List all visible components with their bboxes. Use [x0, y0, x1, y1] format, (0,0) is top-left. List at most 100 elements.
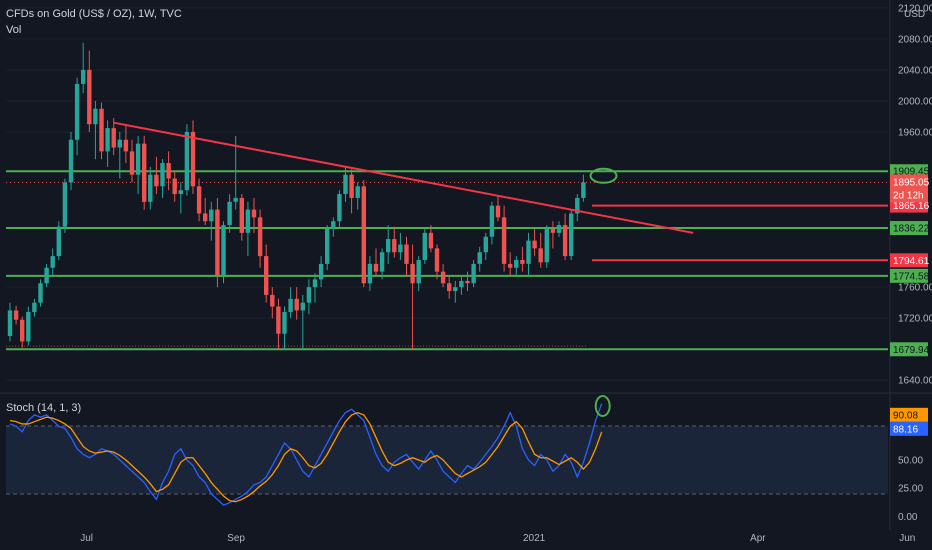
- candle-body: [178, 190, 183, 195]
- price-tick-label: 2080.00: [898, 34, 932, 45]
- time-tick-label: Jun: [899, 533, 915, 544]
- candle-body: [325, 228, 330, 264]
- support-level-label: 1836.22: [893, 224, 930, 235]
- candle-body: [105, 128, 110, 152]
- price-axis: 2120.00 2080.00 2040.00 2000.00 1960.00 1760.…: [890, 3, 932, 523]
- stoch-d-value: 90.08: [893, 410, 918, 421]
- candle-body: [471, 263, 476, 284]
- price-levels: 1909.45 1836.22 1774.58 1679.94 1865.16 1794.…: [6, 164, 930, 357]
- candle-body: [440, 271, 446, 284]
- candle-body: [404, 244, 409, 264]
- candle-body: [379, 252, 385, 272]
- candle-body: [68, 139, 74, 183]
- candle-body: [489, 205, 495, 237]
- candle-body: [550, 228, 556, 233]
- candle-body: [117, 139, 122, 148]
- stoch-d-line: [9, 411, 603, 503]
- candle-body: [343, 174, 348, 195]
- volume-label: Vol: [6, 24, 22, 36]
- time-tick-label: 2021: [523, 533, 546, 544]
- candle-body: [7, 310, 13, 337]
- stoch-title: Stoch (14, 1, 3): [6, 402, 82, 414]
- candle-body: [44, 267, 49, 284]
- candle-body: [123, 139, 129, 152]
- stoch-tick-label: 25.00: [898, 484, 923, 495]
- price-tick-label: 1760.00: [898, 283, 932, 294]
- candle-body: [532, 240, 537, 249]
- candle-body: [465, 280, 470, 284]
- current-price-label: 1895.05: [893, 177, 930, 188]
- candle-body: [20, 319, 25, 342]
- candle-body: [575, 197, 580, 214]
- candle-body: [367, 263, 373, 284]
- candle-body: [129, 151, 135, 175]
- candle-body: [245, 209, 251, 233]
- candle-body: [160, 163, 165, 187]
- candle-body: [203, 213, 208, 222]
- candle-body: [306, 287, 312, 303]
- candle-body: [227, 201, 232, 226]
- candle-body: [410, 263, 415, 284]
- chart-title: CFDs on Gold (US$ / OZ), 1W, TVC: [6, 8, 182, 20]
- support-level-tag: [890, 342, 928, 357]
- candle-body: [148, 174, 153, 202]
- candle-body: [233, 197, 238, 202]
- candle-body: [337, 194, 342, 222]
- stoch-k-tag: [890, 421, 928, 436]
- candle-body: [251, 209, 257, 218]
- candle-body: [172, 178, 177, 195]
- candle-body: [288, 298, 293, 312]
- time-tick-label: Sep: [227, 533, 245, 544]
- candle-body: [184, 132, 190, 191]
- candle-body: [453, 287, 458, 292]
- candle-body: [514, 260, 519, 268]
- candle-body: [38, 283, 43, 303]
- candle-body: [398, 244, 403, 253]
- candle-body: [282, 311, 287, 334]
- support-level-tag: [890, 221, 928, 236]
- candle-body: [495, 205, 501, 218]
- stochastic-band: [6, 426, 888, 494]
- candle-body: [562, 225, 568, 257]
- stochastic-series: [9, 395, 611, 506]
- candle-body: [361, 186, 366, 284]
- trendline: [113, 121, 694, 234]
- candle-body: [111, 128, 116, 148]
- candle-body: [257, 217, 263, 257]
- candle-body: [294, 298, 299, 311]
- support-level-tag: [890, 268, 928, 283]
- candle-body: [135, 143, 141, 175]
- candle-body: [508, 263, 513, 268]
- candle-body: [215, 209, 220, 276]
- candlestick-series: [7, 42, 694, 350]
- candle-body: [544, 228, 549, 263]
- price-tick-label: 2000.00: [898, 96, 932, 107]
- price-tick-label: 2040.00: [898, 65, 932, 76]
- countdown-label: 2d 12h: [893, 190, 924, 201]
- candle-body: [196, 186, 202, 214]
- candle-body: [166, 163, 171, 179]
- candle-body: [422, 232, 427, 260]
- current-price-tag: [890, 174, 928, 203]
- resistance-level-label: 1865.16: [893, 201, 930, 212]
- price-tick-label: 2120.00: [898, 3, 932, 14]
- candle-body: [349, 174, 354, 198]
- candle-body: [318, 263, 324, 280]
- currency-label: USD: [904, 9, 926, 20]
- candle-body: [221, 225, 226, 276]
- candle-body: [331, 221, 336, 229]
- candle-body: [87, 69, 92, 125]
- candle-body: [154, 174, 159, 187]
- candle-body: [569, 213, 574, 257]
- candle-body: [459, 280, 464, 288]
- stoch-tick-label: 0.00: [898, 512, 918, 523]
- support-level-label: 1909.45: [893, 167, 930, 178]
- stoch-d-tag: [890, 407, 928, 422]
- stoch-tick-label: 50.00: [898, 456, 923, 467]
- candle-body: [526, 240, 531, 264]
- resistance-level-label: 1794.61: [893, 256, 930, 267]
- candle-body: [300, 302, 305, 311]
- candle-body: [74, 83, 80, 140]
- candle-body: [355, 186, 360, 198]
